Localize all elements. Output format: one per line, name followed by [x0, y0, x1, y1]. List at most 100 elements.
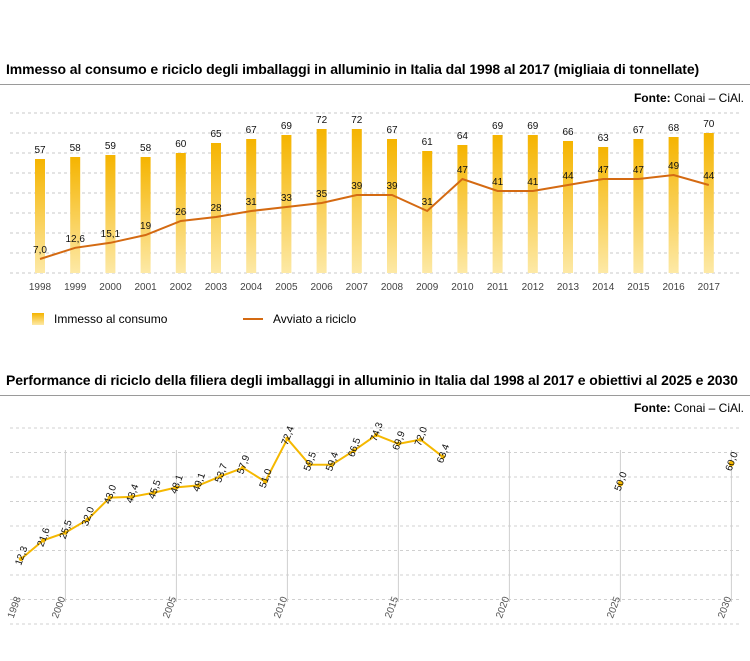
target-point — [728, 460, 735, 467]
bar-value-label: 70 — [703, 119, 715, 130]
data-point — [418, 437, 423, 442]
bar-immesso — [527, 135, 538, 273]
x-tick-label: 2000 — [99, 282, 122, 293]
data-point — [85, 517, 90, 522]
x-tick-label: 2005 — [161, 595, 179, 620]
bar-immesso — [246, 139, 257, 273]
legend-swatch-avviato — [243, 318, 263, 320]
x-tick-label: 2005 — [275, 282, 298, 293]
data-point — [285, 436, 290, 441]
data-point — [240, 465, 246, 470]
bar-immesso — [457, 145, 468, 273]
bar-immesso — [281, 135, 292, 273]
line-value-label: 12,6 — [65, 234, 85, 245]
point-value-label: 43,0 — [102, 483, 119, 505]
x-tick-label: 2013 — [557, 282, 580, 293]
bar-value-label: 65 — [210, 129, 222, 140]
chart2-source: Fonte: Conai – CiAl. — [634, 401, 744, 415]
line-value-label: 44 — [703, 171, 715, 182]
chart2-source-text: Conai – CiAl. — [673, 401, 744, 415]
data-point — [63, 530, 68, 535]
data-point — [307, 462, 312, 467]
chart1-plot: 57 58 59 58 60 65 67 69 72 72 67 61 64 69 69 66 63 67 68 70… — [10, 112, 740, 293]
target-value-label: 50,0 — [613, 470, 630, 492]
line-value-label: 44 — [562, 171, 574, 182]
bar-value-label: 59 — [105, 141, 117, 152]
bar-immesso — [211, 143, 221, 273]
chart2-title-rule — [0, 395, 750, 396]
line-value-label: 26 — [175, 207, 187, 218]
point-value-label: 63,4 — [435, 442, 452, 464]
point-value-label: 32,0 — [80, 505, 97, 527]
line-value-label: 39 — [386, 181, 398, 192]
data-point — [329, 462, 334, 467]
x-tick-label: 2030 — [716, 595, 734, 620]
line-value-label: 35 — [316, 189, 328, 200]
x-tick-label: 2015 — [383, 595, 401, 620]
x-tick-label: 2007 — [346, 282, 369, 293]
bar-immesso — [70, 157, 81, 273]
bar-value-label: 66 — [562, 127, 574, 138]
point-value-label: 66,5 — [346, 436, 363, 458]
line-value-label: 49 — [668, 161, 680, 172]
bar-value-label: 64 — [457, 131, 469, 142]
bar-value-label: 69 — [527, 121, 539, 132]
point-value-label: 51,0 — [258, 467, 275, 489]
bar-immesso — [387, 139, 397, 273]
bar-immesso — [563, 141, 573, 273]
bar-value-label: 61 — [422, 137, 434, 148]
line-value-label: 33 — [281, 193, 293, 204]
x-tick-label: 2010 — [451, 282, 474, 293]
bar-value-label: 67 — [386, 125, 398, 136]
data-point — [107, 495, 113, 500]
bar-immesso — [35, 159, 45, 273]
bar-immesso — [492, 135, 503, 273]
x-tick-label: 2017 — [698, 282, 721, 293]
x-tick-label: 2003 — [205, 282, 228, 293]
bar-value-label: 67 — [246, 125, 258, 136]
point-value-label: 45,5 — [147, 478, 164, 500]
line-value-label: 47 — [633, 165, 645, 176]
point-value-label: 59,4 — [324, 450, 341, 472]
x-tick-label: 1998 — [29, 282, 52, 293]
data-point — [152, 490, 157, 495]
line-value-label: 28 — [210, 203, 222, 214]
bar-immesso — [140, 157, 151, 273]
line-value-label: 31 — [422, 197, 434, 208]
chart1-source-label: Fonte: — [633, 91, 671, 105]
x-tick-label: 1999 — [64, 282, 87, 293]
line-value-label: 47 — [457, 165, 469, 176]
x-tick-label: 2012 — [522, 282, 545, 293]
data-point — [263, 479, 268, 484]
target-value-label: 60,0 — [724, 450, 741, 472]
legend-item-avviato: Avviato a riciclo — [243, 312, 356, 326]
line-value-label: 41 — [492, 177, 504, 188]
x-tick-label: 2016 — [662, 282, 685, 293]
line-value-label: 19 — [140, 221, 152, 232]
bar-immesso — [703, 133, 714, 273]
point-value-label: 69,9 — [391, 429, 408, 451]
chart1-title: Immesso al consumo e riciclo degli imbal… — [6, 61, 700, 77]
line-value-label: 15,1 — [101, 229, 121, 240]
x-tick-label: 2009 — [416, 282, 439, 293]
legend-label-avviato: Avviato a riciclo — [273, 312, 357, 326]
bar-value-label: 67 — [633, 125, 645, 136]
bar-value-label: 69 — [492, 121, 504, 132]
bar-value-label: 63 — [598, 133, 610, 144]
line-value-label: 39 — [351, 181, 363, 192]
data-point — [41, 538, 46, 543]
point-value-label: 74,3 — [369, 421, 386, 443]
data-point — [440, 454, 445, 459]
data-point — [18, 556, 24, 562]
line-value-label: 47 — [598, 165, 610, 176]
bar-value-label: 60 — [175, 139, 187, 150]
bar-value-label: 68 — [668, 123, 680, 134]
data-point — [174, 485, 179, 490]
bar-immesso — [668, 137, 679, 273]
data-point — [196, 483, 201, 488]
target-point — [617, 480, 624, 487]
legend-label-immesso: Immesso al consumo — [54, 312, 168, 326]
x-tick-label: 2001 — [134, 282, 157, 293]
x-tick-label: 2011 — [487, 282, 509, 293]
data-point — [129, 494, 135, 499]
